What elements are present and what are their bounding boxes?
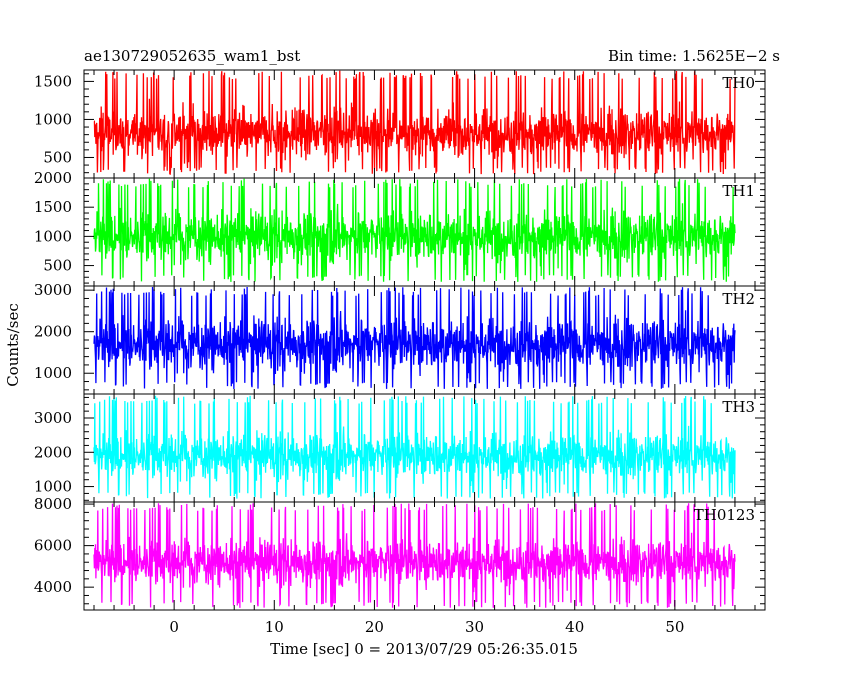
y-tick-label: 3000 [34, 409, 72, 427]
series-label-th0123: TH0123 [694, 506, 755, 524]
x-tick-label: 40 [565, 618, 584, 636]
x-tick-label: 30 [465, 618, 484, 636]
y-tick-label: 1000 [34, 227, 72, 245]
series-line-th0 [93, 70, 736, 176]
series-label-th0: TH0 [722, 74, 755, 92]
y-tick-label: 2000 [34, 443, 72, 461]
y-tick-label: 3000 [34, 281, 72, 299]
chart-title-right: Bin time: 1.5625E−2 s [608, 47, 780, 65]
y-tick-label: 6000 [34, 537, 72, 555]
series-label-th2: TH2 [722, 290, 755, 308]
y-tick-label: 2000 [34, 169, 72, 187]
panel-th1: 500 1000 1500 2000 TH1 [34, 169, 766, 287]
y-tick-label: 1000 [34, 110, 72, 128]
x-tick-label: 0 [169, 618, 179, 636]
panel-th3: 1000 2000 3000 TH3 [34, 393, 766, 503]
y-tick-label: 500 [43, 148, 72, 166]
y-tick-label: 2000 [34, 323, 72, 341]
y-tick-label: 1500 [34, 72, 72, 90]
y-tick-label: 8000 [34, 495, 72, 513]
panel-th0123: 4000 6000 8000 TH0123 [34, 495, 766, 611]
series-label-th1: TH1 [722, 182, 755, 200]
y-axis-label: Counts/sec [4, 303, 22, 387]
x-tick-label: 50 [665, 618, 684, 636]
y-tick-label: 500 [43, 257, 72, 275]
series-line-th0123 [93, 503, 736, 608]
y-tick-label: 4000 [34, 578, 72, 596]
series-label-th3: TH3 [722, 398, 755, 416]
x-tick-label: 10 [265, 618, 284, 636]
series-line-th2 [93, 286, 736, 390]
panel-th2: 1000 2000 3000 TH2 [34, 281, 766, 395]
y-tick-label: 1000 [34, 478, 72, 496]
y-tick-label: 1000 [34, 364, 72, 382]
x-axis-label: Time [sec] 0 = 2013/07/29 05:26:35.015 [270, 640, 578, 658]
panel-frame [83, 501, 766, 611]
y-tick-label: 1500 [34, 198, 72, 216]
series-line-th1 [93, 178, 736, 282]
chart-title-left: ae130729052635_wam1_bst [84, 47, 300, 65]
panel-th0: 500 1000 1500 TH0 [34, 69, 766, 179]
series-line-th3 [93, 395, 736, 499]
x-tick-label: 20 [365, 618, 384, 636]
